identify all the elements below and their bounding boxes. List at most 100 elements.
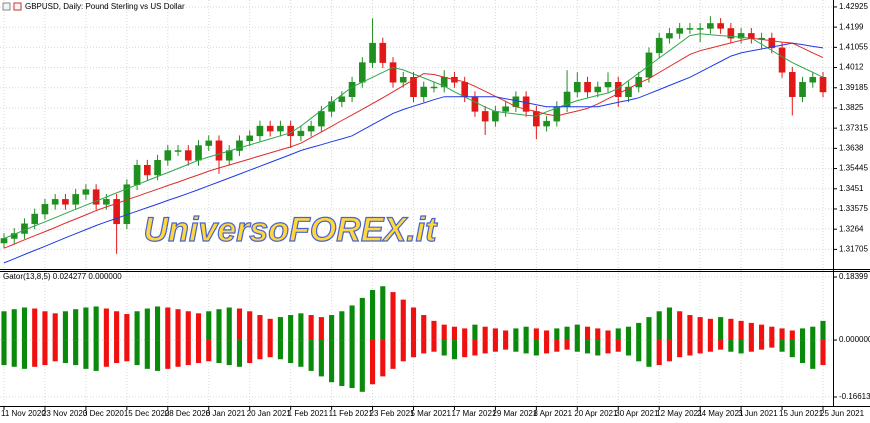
gator-bar <box>62 340 68 364</box>
y-tick-label: 1.3451 <box>839 184 864 193</box>
gator-bar <box>288 315 294 341</box>
candle-body <box>573 81 581 93</box>
gator-bar <box>462 328 468 341</box>
gator-bar <box>615 328 621 341</box>
candle-body <box>348 81 356 97</box>
candle-body <box>215 140 223 161</box>
gator-bar <box>247 311 253 341</box>
gator-bar <box>564 340 570 350</box>
gator-bar <box>646 340 652 367</box>
candle-body <box>184 150 192 161</box>
gator-bar <box>236 340 243 367</box>
gator-bar <box>533 328 539 341</box>
y-tick-label: 1.4199 <box>839 22 864 31</box>
gator-bar <box>503 330 509 341</box>
candle-body <box>31 213 39 225</box>
candle-body <box>655 37 663 54</box>
moving-average-line <box>3 42 824 264</box>
x-tick-label: 17 Mar 2021 <box>451 409 496 418</box>
gator-bar <box>687 340 693 356</box>
x-tick-label: 3 Dec 2020 <box>83 409 124 418</box>
gator-bar <box>42 340 48 366</box>
gator-bar <box>62 311 68 341</box>
candle-body <box>707 23 714 29</box>
candle-body <box>62 199 69 205</box>
gator-bar <box>369 290 376 341</box>
gator-bar <box>52 313 58 341</box>
candle-body <box>604 81 612 88</box>
x-tick-label: 29 Mar 2021 <box>492 409 537 418</box>
gator-bar <box>329 315 335 341</box>
candle-body <box>727 28 735 39</box>
gator-bar <box>431 340 437 352</box>
x-tick-label: 8 Apr 2021 <box>533 409 572 418</box>
gator-bar <box>349 340 355 389</box>
gator-bar <box>605 330 611 341</box>
x-tick-label: 11 Feb 2021 <box>329 409 374 418</box>
x-tick-label: 15 Dec 2020 <box>124 409 170 418</box>
gator-bar <box>503 340 509 350</box>
candle-body <box>41 204 49 215</box>
gator-bar <box>124 314 130 341</box>
gator-bar <box>410 340 417 358</box>
candle-body <box>686 28 694 30</box>
candle-body <box>297 130 305 137</box>
gator-bar <box>492 340 498 352</box>
gator-bar <box>544 340 550 354</box>
gator-bar <box>298 340 304 367</box>
y-tick-label: 1.41055 <box>839 42 868 51</box>
gator-bar <box>789 340 795 358</box>
x-tick-label: 5 Mar 2021 <box>411 409 452 418</box>
x-tick-label: 8 Jan 2021 <box>206 409 246 418</box>
candle-body <box>103 199 110 205</box>
gator-bar <box>400 299 406 341</box>
gator-bar <box>584 340 591 354</box>
candle-body <box>72 194 79 205</box>
gator-bar <box>32 308 38 341</box>
y-tick-label: 1.39185 <box>839 83 868 92</box>
candle-body <box>389 62 397 83</box>
gator-bar <box>155 340 161 371</box>
gator-bar <box>595 340 601 356</box>
x-tick-label: 23 Nov 2020 <box>42 409 88 418</box>
y-tick-label: 1.31705 <box>839 244 868 253</box>
candle-body <box>471 96 479 112</box>
gator-bar <box>523 340 529 354</box>
gator-bar <box>441 340 447 356</box>
gator-bar <box>390 292 396 341</box>
gator-bar <box>103 340 109 367</box>
gator-bar <box>318 340 324 377</box>
gator-bar <box>728 340 734 352</box>
gator-bar <box>114 311 120 341</box>
gator-bar <box>441 324 447 341</box>
gator-bar <box>820 340 826 366</box>
gator-bar <box>666 340 672 362</box>
candle-body <box>430 86 438 89</box>
candle-body <box>144 164 151 176</box>
gator-bar <box>165 340 171 369</box>
gator-bar <box>799 340 806 364</box>
x-tick-label: 25 Jun 2021 <box>820 409 865 418</box>
gator-bar <box>400 340 406 362</box>
gator-bar <box>769 326 775 341</box>
gator-bar <box>451 326 458 341</box>
gator-bar <box>584 326 591 341</box>
candle-body <box>307 125 315 132</box>
candle-body <box>338 96 346 102</box>
gator-bar <box>646 317 652 341</box>
gator-bar <box>195 340 202 364</box>
candle-body <box>625 86 632 97</box>
candle-body <box>92 189 100 205</box>
candle-body <box>533 111 540 127</box>
gator-bar <box>554 328 560 341</box>
gator-bar <box>1 311 7 341</box>
gator-bar <box>380 286 386 341</box>
candle-body <box>246 135 254 142</box>
gator-bar <box>390 340 396 369</box>
gator-bar <box>226 307 232 341</box>
gator-bar <box>707 318 713 341</box>
gator-bar <box>11 340 17 367</box>
candle-body <box>481 111 489 122</box>
gator-bar <box>369 340 376 385</box>
